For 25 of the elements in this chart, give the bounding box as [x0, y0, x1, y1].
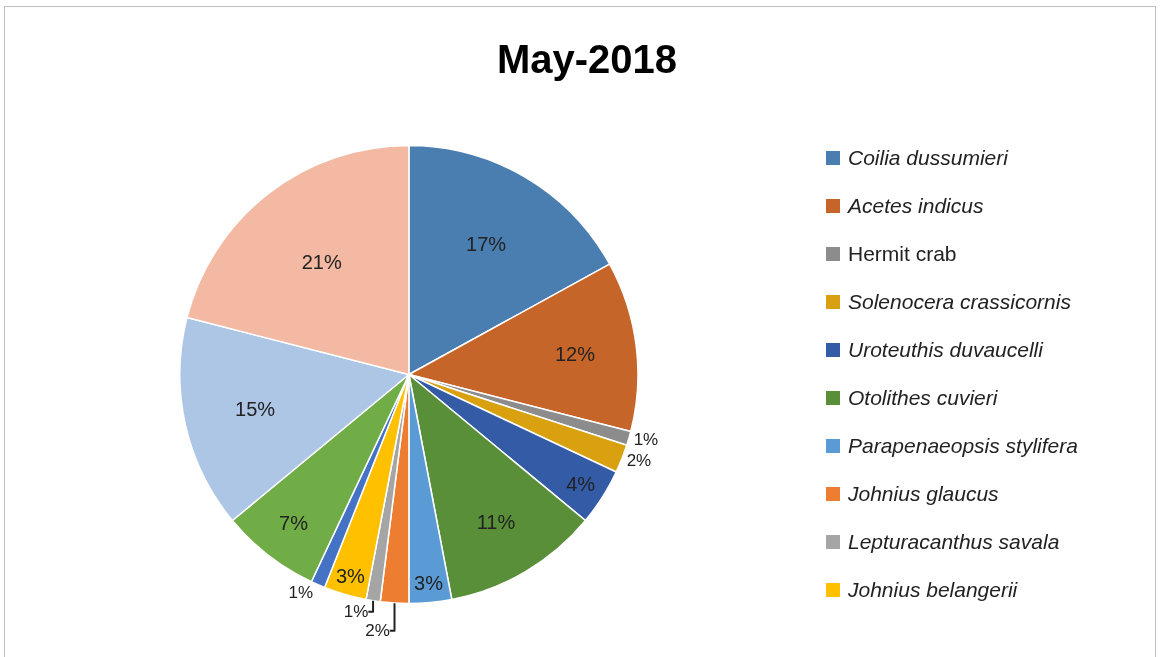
data-label: 15% — [235, 397, 276, 420]
legend-label: Lepturacanthus savala — [848, 530, 1060, 554]
legend-label: Johnius glaucus — [848, 482, 999, 506]
legend-label: Uroteuthis duvaucelli — [848, 338, 1043, 362]
legend-label: Solenocera crassicornis — [848, 290, 1071, 314]
data-label: 21% — [301, 251, 342, 274]
legend-label: Acetes indicus — [848, 194, 984, 218]
legend-label: Otolithes cuvieri — [848, 386, 998, 410]
data-label: 2% — [626, 450, 652, 470]
data-label: 1% — [343, 602, 369, 622]
data-label: 3% — [335, 564, 366, 587]
data-label: 4% — [566, 472, 596, 495]
data-label: 1% — [288, 583, 314, 603]
data-label: 2% — [365, 621, 390, 641]
data-label: 12% — [554, 342, 596, 365]
data-label: 3% — [414, 571, 444, 594]
data-label: 11% — [476, 510, 516, 533]
data-label: 1% — [633, 429, 659, 449]
legend-label: Coilia dussumieri — [848, 146, 1008, 170]
legend-label: Johnius belangerii — [848, 578, 1018, 602]
legend-label: Parapenaeopsis stylifera — [848, 434, 1078, 458]
data-label: 7% — [279, 512, 309, 535]
data-label: 17% — [466, 232, 507, 255]
legend-label: Hermit crab — [848, 242, 957, 266]
chart-title: May-2018 — [496, 37, 678, 82]
